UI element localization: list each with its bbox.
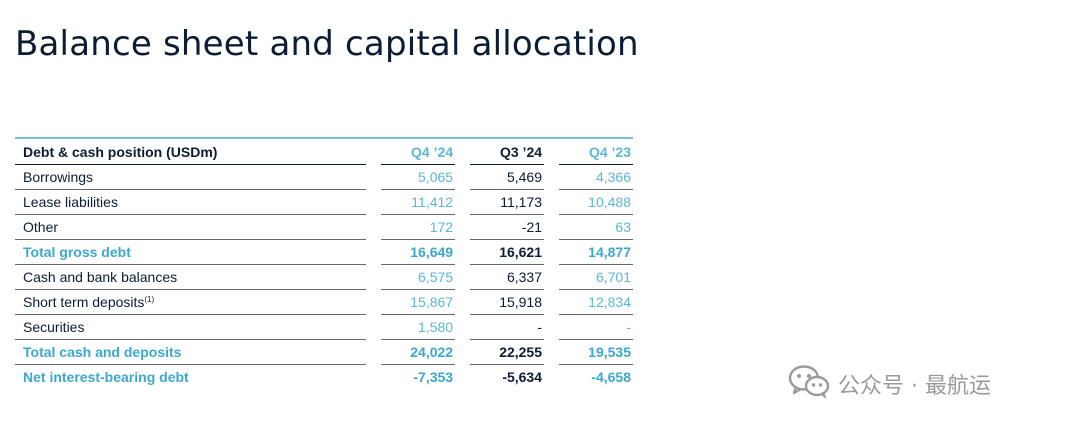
row-label: Other xyxy=(15,214,367,240)
table-row-total: Total gross debt 16,649 16,621 14,877 xyxy=(15,239,633,265)
row-label: Lease liabilities xyxy=(15,189,367,215)
cell-q3-24: 6,337 xyxy=(470,264,545,290)
row-label: Cash and bank balances xyxy=(15,264,367,290)
row-label: Short term deposits(1) xyxy=(15,289,367,315)
cell-q4-23: 4,366 xyxy=(558,164,633,190)
cell-q4-24: 1,580 xyxy=(381,314,456,340)
cell-q4-23: 63 xyxy=(558,214,633,240)
cell-q4-24: 16,649 xyxy=(381,239,456,265)
row-label: Securities xyxy=(15,314,367,340)
header-q3-24: Q3 ’24 xyxy=(470,137,545,165)
cell-q4-24: 24,022 xyxy=(381,339,456,365)
cell-q4-23: 19,535 xyxy=(558,339,633,365)
wechat-icon xyxy=(788,364,830,404)
cell-q3-24: - xyxy=(470,314,545,340)
cell-q4-23: 6,701 xyxy=(558,264,633,290)
cell-q4-24: 15,867 xyxy=(381,289,456,315)
cell-q3-24: 5,469 xyxy=(470,164,545,190)
cell-q3-24: 15,918 xyxy=(470,289,545,315)
header-q4-24: Q4 ’24 xyxy=(381,137,456,165)
debt-cash-table: Debt & cash position (USDm) Q4 ’24 Q3 ’2… xyxy=(15,137,633,389)
watermark: 公众号 · 最航运 xyxy=(788,364,991,404)
row-label: Total cash and deposits xyxy=(15,339,367,365)
cell-q4-23: - xyxy=(558,314,633,340)
watermark-text: 公众号 · 最航运 xyxy=(838,374,991,399)
cell-q3-24: 11,173 xyxy=(470,189,545,215)
cell-q4-24: 5,065 xyxy=(381,164,456,190)
cell-q4-24: -7,353 xyxy=(413,369,454,385)
header-label: Debt & cash position (USDm) xyxy=(15,137,367,165)
cell-q4-23: -4,658 xyxy=(591,369,631,385)
row-label: Net interest-bearing debt xyxy=(23,369,189,385)
row-label: Borrowings xyxy=(15,164,367,190)
row-label: Total gross debt xyxy=(15,239,367,265)
header-q4-23: Q4 ’23 xyxy=(558,137,633,165)
table-row-total: Total cash and deposits 24,022 22,255 19… xyxy=(15,339,633,365)
cell-q4-24: 11,412 xyxy=(381,189,456,215)
table-row: Other 172 -21 63 xyxy=(15,214,633,240)
table-header-row: Debt & cash position (USDm) Q4 ’24 Q3 ’2… xyxy=(15,137,633,165)
footnote-marker: (1) xyxy=(144,295,155,304)
table-row: Securities 1,580 - - xyxy=(15,314,633,340)
table-row-total: Net interest-bearing debt -7,353 -5,634 … xyxy=(15,365,633,390)
table-row: Short term deposits(1) 15,867 15,918 12,… xyxy=(15,289,633,315)
cell-q4-23: 12,834 xyxy=(558,289,633,315)
cell-q4-24: 6,575 xyxy=(381,264,456,290)
table-row: Borrowings 5,065 5,469 4,366 xyxy=(15,164,633,190)
table-row: Cash and bank balances 6,575 6,337 6,701 xyxy=(15,264,633,290)
cell-q3-24: -21 xyxy=(470,214,545,240)
table-row: Lease liabilities 11,412 11,173 10,488 xyxy=(15,189,633,215)
cell-q3-24: 16,621 xyxy=(470,239,545,265)
cell-q4-23: 14,877 xyxy=(558,239,633,265)
cell-q3-24: -5,634 xyxy=(502,369,543,385)
row-label-text: Short term deposits xyxy=(23,294,145,310)
page-title: Balance sheet and capital allocation xyxy=(15,24,639,64)
cell-q3-24: 22,255 xyxy=(470,339,545,365)
cell-q4-23: 10,488 xyxy=(558,189,633,215)
cell-q4-24: 172 xyxy=(381,214,456,240)
